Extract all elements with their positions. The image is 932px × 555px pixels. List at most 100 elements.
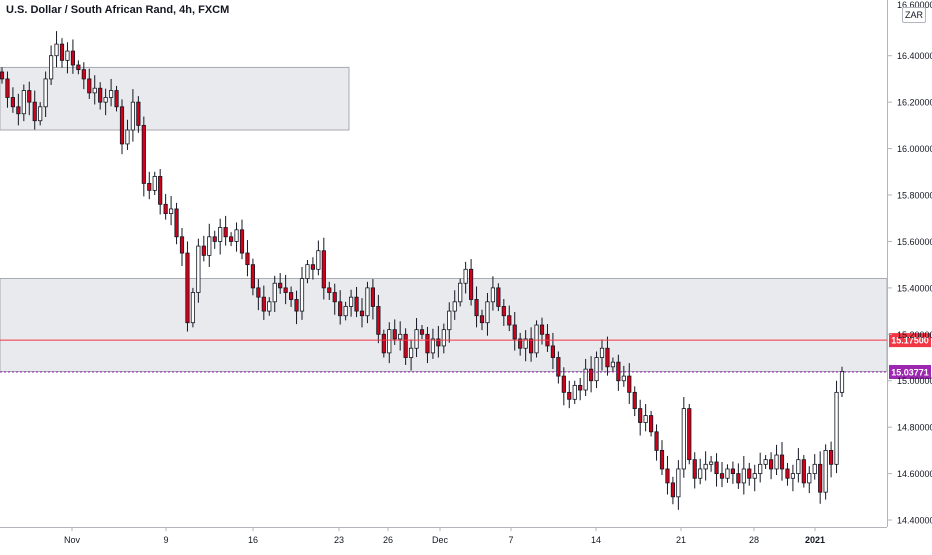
candle-body	[376, 306, 381, 335]
candle-body	[21, 90, 26, 115]
candle-body	[256, 287, 261, 298]
time-axis: Nov 9 16 23 26 Dec 7 14 21 28 2021	[0, 527, 887, 545]
candle-body	[130, 101, 136, 131]
candle-body	[638, 408, 643, 423]
candle-body	[81, 69, 86, 80]
candle-body	[703, 463, 708, 470]
candle-body	[190, 292, 196, 324]
price-line-label: 15.17500	[891, 336, 929, 346]
price-line-label-bg	[889, 364, 931, 379]
candle-body	[245, 252, 250, 266]
candle-body	[70, 50, 76, 66]
price-lines: 15.17500 15.03771	[0, 333, 931, 379]
price-tick-label: 16.40000	[897, 51, 932, 61]
candle-body	[605, 347, 610, 368]
candle-body	[649, 415, 654, 433]
candle-body	[496, 287, 501, 307]
candle-body	[659, 449, 665, 470]
candle-body	[381, 333, 386, 354]
candle-body	[730, 468, 736, 475]
candle-body	[398, 333, 403, 340]
time-tick-label: 28	[749, 535, 759, 545]
candle-body	[807, 473, 812, 484]
candle-body	[834, 391, 839, 465]
candle-body	[168, 208, 174, 214]
candle-body	[621, 375, 626, 382]
candle-body	[288, 292, 294, 300]
time-tick-label: 14	[591, 535, 601, 545]
candle-body	[370, 287, 375, 307]
candle-body	[501, 306, 506, 317]
price-tick-label: 15.00000	[897, 376, 932, 386]
candle-body	[158, 176, 163, 205]
candle-body	[92, 87, 97, 94]
candle-body	[27, 90, 32, 103]
time-tick-label: 2021	[805, 535, 825, 545]
candle-body	[692, 459, 697, 479]
candle-body	[212, 236, 217, 242]
candle-body	[316, 250, 321, 270]
candle-body	[392, 329, 397, 340]
candle-body	[474, 299, 479, 317]
candle-body	[114, 90, 119, 108]
candle-body	[670, 482, 676, 498]
currency-badge[interactable]: ZAR	[902, 7, 926, 23]
candle-body	[529, 338, 534, 354]
candle-body	[387, 329, 392, 354]
candle-body	[16, 106, 21, 115]
candle-body	[310, 264, 315, 270]
candle-body	[125, 129, 130, 145]
candle-body	[234, 229, 239, 242]
candle-body	[801, 459, 806, 484]
candle-body	[343, 306, 348, 317]
candle-body	[523, 338, 528, 349]
candle-body	[98, 87, 103, 103]
candle-body	[32, 101, 37, 122]
candle-body	[0, 71, 5, 80]
candle-body	[327, 287, 332, 293]
candle-body	[709, 461, 714, 465]
candle-body	[49, 55, 54, 80]
candle-body	[627, 375, 632, 393]
candle-body	[567, 391, 572, 400]
zone-rect	[0, 66, 350, 131]
candle-body	[239, 229, 245, 254]
candle-body	[518, 338, 523, 349]
candle-body	[141, 124, 146, 184]
candle-body	[207, 236, 212, 256]
candle-body	[823, 449, 828, 493]
candle-body	[599, 347, 605, 358]
candle-body	[299, 278, 305, 312]
candle-body	[87, 78, 92, 94]
candle-body	[436, 338, 441, 347]
candle-body	[447, 310, 452, 331]
candle-body	[594, 357, 599, 382]
chart-title: U.S. Dollar / South African Rand, 4h, FX…	[6, 4, 230, 16]
candle-body	[463, 268, 468, 284]
time-tick-label: 23	[334, 535, 344, 545]
candle-body	[119, 106, 125, 145]
candle-body	[839, 371, 845, 393]
candle-body	[185, 252, 190, 324]
candle-body	[354, 296, 359, 312]
candle-body	[719, 473, 725, 479]
candle-body	[305, 264, 310, 279]
candle-body	[643, 415, 648, 423]
time-tick-label: 9	[163, 535, 168, 545]
price-tick-label: 15.20000	[897, 330, 932, 340]
price-tick-label: 14.80000	[897, 423, 932, 433]
candle-body	[812, 463, 817, 475]
candle-body	[468, 268, 474, 300]
candle-body	[425, 333, 430, 354]
candle-body	[589, 368, 594, 382]
candle-body	[294, 299, 299, 312]
candle-body	[267, 301, 272, 312]
candle-body	[179, 236, 185, 254]
candle-body	[59, 43, 65, 61]
candle-body	[365, 287, 370, 317]
candle-body	[103, 97, 108, 103]
candle-body	[43, 78, 48, 108]
candle-body	[490, 287, 495, 303]
